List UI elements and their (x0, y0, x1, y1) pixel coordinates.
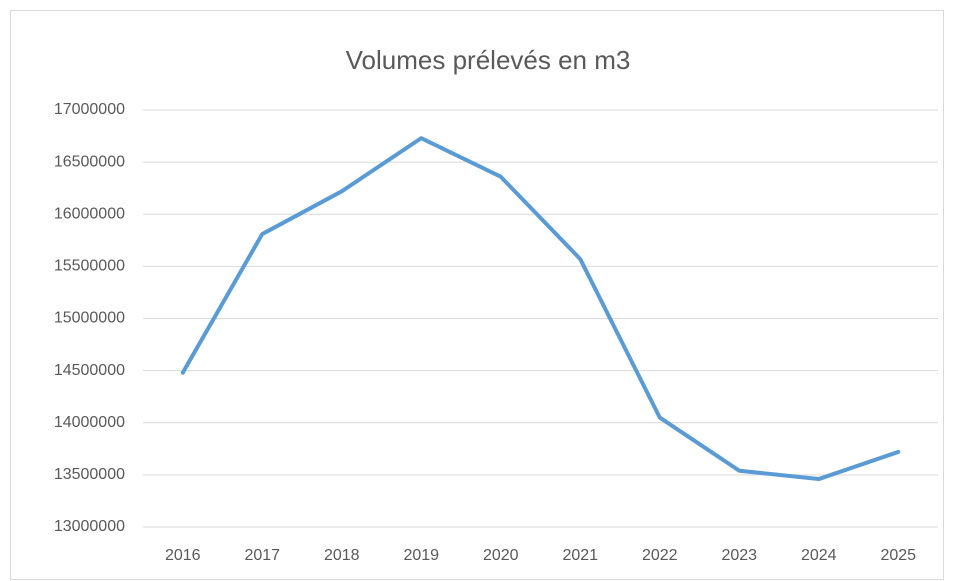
y-tick-label: 15500000 (54, 258, 125, 275)
y-tick-label: 14000000 (54, 414, 125, 431)
x-tick-label: 2023 (721, 547, 757, 564)
x-tick-label: 2018 (324, 547, 360, 564)
y-tick-label: 13500000 (54, 466, 125, 483)
x-tick-label: 2024 (801, 547, 837, 564)
x-tick-label: 2022 (642, 547, 678, 564)
y-tick-label: 14500000 (54, 362, 125, 379)
x-tick-label: 2017 (244, 547, 280, 564)
y-tick-label: 17000000 (54, 101, 125, 118)
x-tick-label: 2025 (880, 547, 916, 564)
data-line (180, 136, 901, 482)
x-tick-label: 2020 (483, 547, 519, 564)
y-tick-label: 13000000 (54, 518, 125, 535)
chart-title: Volumes prélevés en m3 (346, 45, 631, 75)
x-tick-label: 2021 (562, 547, 598, 564)
x-tick-label: 2019 (403, 547, 439, 564)
y-tick-label: 16000000 (54, 205, 125, 222)
chart-border (10, 10, 944, 580)
y-tick-label: 15000000 (54, 310, 125, 327)
y-tick-label: 16500000 (54, 153, 125, 170)
x-tick-label: 2016 (165, 547, 201, 564)
